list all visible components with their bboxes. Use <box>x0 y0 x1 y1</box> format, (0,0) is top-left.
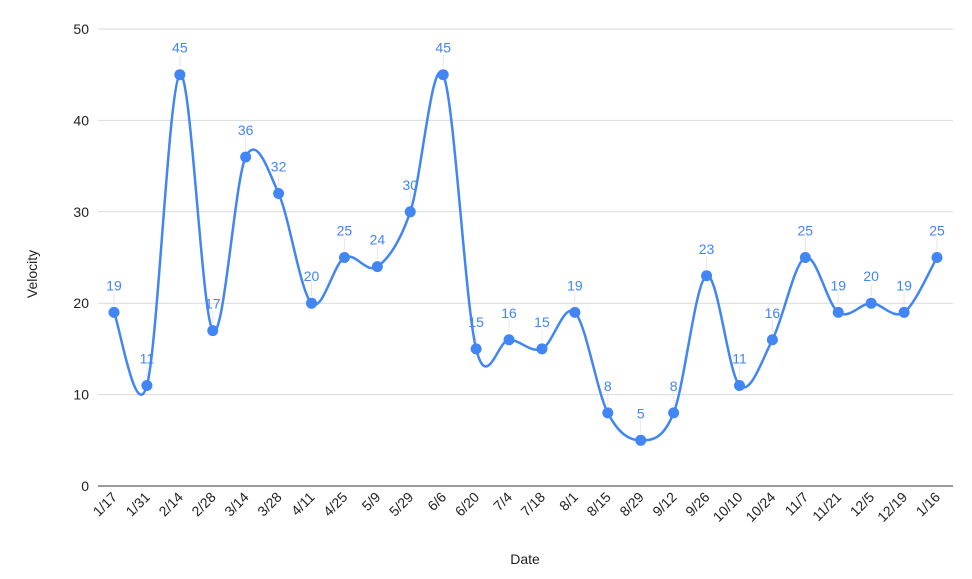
data-label: 23 <box>699 241 715 257</box>
y-tick-label: 40 <box>73 112 89 128</box>
y-tick-label: 10 <box>73 387 89 403</box>
x-tick-label: 3/28 <box>254 489 285 520</box>
x-tick-label: 12/19 <box>874 489 910 525</box>
label-guides <box>113 54 938 434</box>
data-point <box>371 261 383 273</box>
x-tick-label: 5/29 <box>386 489 417 520</box>
data-label: 19 <box>106 277 122 293</box>
data-point <box>470 343 482 355</box>
data-label: 20 <box>863 268 879 284</box>
data-point <box>141 379 153 391</box>
data-label: 15 <box>534 314 550 330</box>
data-label: 17 <box>205 296 221 312</box>
data-point <box>766 334 778 346</box>
data-point <box>635 434 647 446</box>
data-label: 19 <box>896 277 912 293</box>
data-label: 19 <box>830 277 846 293</box>
data-point <box>306 297 318 309</box>
data-label: 8 <box>604 378 612 394</box>
data-point <box>569 306 581 318</box>
data-label: 25 <box>337 223 353 239</box>
data-point <box>404 206 416 218</box>
x-tick-label: 8/29 <box>616 489 647 520</box>
x-tick-label: 8/1 <box>556 489 581 514</box>
data-label: 16 <box>765 305 781 321</box>
x-tick-label: 6/20 <box>452 489 483 520</box>
data-point <box>503 334 515 346</box>
data-points <box>108 69 943 446</box>
x-tick-label: 2/28 <box>188 489 219 520</box>
data-point <box>437 69 449 81</box>
data-label: 30 <box>402 177 418 193</box>
x-tick-label: 10/24 <box>742 489 778 525</box>
y-tick-label: 20 <box>73 295 89 311</box>
x-tick-label: 9/26 <box>682 489 713 520</box>
x-tick-label: 11/21 <box>809 489 845 525</box>
data-label: 11 <box>140 350 155 366</box>
x-tick-label: 7/4 <box>490 489 515 514</box>
x-tick-label: 3/14 <box>221 489 252 520</box>
data-point <box>898 306 910 318</box>
data-labels: 19 11 45 17 36 32 20 25 24 30 45 15 16 15 19 8 5 8 23 11 16 2… <box>106 40 945 422</box>
x-tick-label: 7/18 <box>517 489 548 520</box>
data-label: 19 <box>567 277 583 293</box>
x-tick-label: 11/7 <box>782 489 812 519</box>
data-point <box>701 270 713 282</box>
data-label: 15 <box>468 314 484 330</box>
x-tick-label: 4/25 <box>320 489 351 520</box>
data-point <box>108 306 120 318</box>
data-label: 45 <box>435 40 451 56</box>
data-point <box>536 343 548 355</box>
data-point <box>668 407 680 419</box>
x-tick-label: 9/12 <box>649 489 680 520</box>
data-point <box>174 69 186 81</box>
data-label: 36 <box>238 122 254 138</box>
x-tick-label: 1/16 <box>913 489 944 520</box>
x-tick-label: 8/15 <box>583 489 614 520</box>
x-tick-label: 1/17 <box>90 489 121 520</box>
x-tick-label: 12/5 <box>847 489 878 520</box>
data-point <box>207 325 219 337</box>
data-point <box>338 252 350 263</box>
x-axis-title: Date <box>510 551 540 567</box>
data-label: 45 <box>172 40 188 56</box>
data-label: 32 <box>271 159 287 175</box>
data-label: 20 <box>304 268 320 284</box>
data-label: 8 <box>670 378 678 394</box>
x-tick-label: 10/10 <box>710 489 746 525</box>
x-tick-label: 2/14 <box>155 489 186 520</box>
data-point <box>799 252 811 263</box>
y-tick-label: 30 <box>73 204 89 220</box>
gridlines <box>98 28 953 487</box>
data-label: 11 <box>732 350 747 366</box>
y-tick-label: 50 <box>73 21 89 37</box>
data-label: 5 <box>637 405 645 421</box>
data-point <box>273 188 285 200</box>
x-tick-label: 4/11 <box>288 489 318 519</box>
x-tick-label: 6/6 <box>424 489 449 514</box>
data-point <box>733 379 745 391</box>
data-point <box>865 297 877 309</box>
y-axis-title: Velocity <box>24 250 40 298</box>
x-tick-label: 5/9 <box>358 489 383 514</box>
data-point <box>832 306 844 318</box>
data-label: 16 <box>501 305 517 321</box>
data-label: 24 <box>370 232 386 248</box>
x-axis-ticks: 1/17 1/31 2/14 2/28 3/14 3/28 4/11 4/25 5/9 5/29 6… <box>90 489 944 525</box>
data-point <box>240 151 252 163</box>
data-point <box>931 252 943 263</box>
y-axis-ticks: 0 10 20 30 40 50 <box>73 21 89 494</box>
x-tick-label: 1/31 <box>122 489 153 520</box>
data-point <box>602 407 614 419</box>
data-label: 25 <box>798 223 814 239</box>
y-tick-label: 0 <box>81 478 89 494</box>
data-label: 25 <box>929 223 945 239</box>
